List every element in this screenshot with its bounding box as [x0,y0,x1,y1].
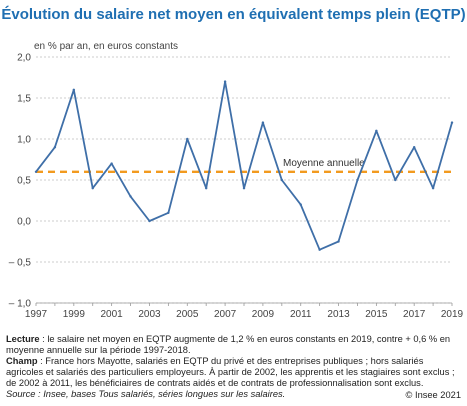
grid-lines [35,56,453,306]
x-tick-label: 2007 [214,309,237,320]
average-line-label: Moyenne annuelle [283,158,365,169]
x-tick-label: 2019 [441,309,464,320]
data-point [204,187,208,190]
copyright: © Insee 2021 [405,390,461,400]
y-tick-labels: 2,0 1,5 1,0 0,5 0,0 – 0,5 – 1,0 [9,53,32,310]
x-tick-label: 1997 [25,309,48,320]
data-point [375,129,378,132]
data-point [394,178,397,182]
data-point [318,248,321,251]
data-point [53,146,57,149]
data-point [72,88,76,92]
x-tick-label: 2003 [138,309,161,320]
series-group [34,80,454,251]
x-tick-label: 2013 [327,309,350,320]
x-tick-label: 2005 [176,309,199,320]
data-point [167,211,170,214]
y-tick-label: 0,5 [17,176,31,187]
data-point [356,178,359,182]
data-point [186,137,189,141]
data-point [34,170,38,173]
data-point [450,121,454,124]
data-point [431,187,435,190]
chart-notes: Lecture : le salaire net moyen en EQTP a… [6,334,462,400]
data-point [261,121,265,124]
champ-label: Champ [6,356,38,366]
data-point [91,187,94,190]
data-point [242,187,246,190]
y-tick-label: – 1,0 [9,299,32,310]
x-tick-label: 1999 [63,309,86,320]
x-tick-labels: 1997 1999 2001 2003 2005 2007 2009 2011 2013 2015… [25,309,464,320]
average-line-group: Moyenne annuelle [36,158,452,174]
champ-note: Champ : France hors Mayotte, salariés en… [6,356,462,389]
x-tick-label: 2001 [101,309,124,320]
data-point [110,162,113,165]
lecture-text: : le salaire net moyen en EQTP augmente … [6,334,451,355]
y-unit-label: en % par an, en euros constants [34,41,178,52]
chart-title: Évolution du salaire net moyen en équiva… [1,6,466,23]
x-tick-label: 2009 [252,309,275,320]
champ-text: : France hors Mayotte, salariés en EQTP … [6,356,455,388]
y-tick-label: 1,0 [17,135,31,146]
y-tick-label: 0,0 [17,217,31,228]
x-tick-label: 2017 [403,309,426,320]
data-point [223,80,227,83]
data-point [337,240,340,243]
x-tick-label: 2011 [290,309,312,320]
data-point [148,219,151,223]
data-point [280,178,284,182]
y-tick-label: – 0,5 [9,258,32,269]
y-tick-label: 2,0 [17,53,31,64]
y-tick-label: 1,5 [17,94,31,105]
data-point [129,195,132,198]
line-chart: 2,0 1,5 1,0 0,5 0,0 – 0,5 – 1,0 1997 1999 2001 20… [9,53,464,321]
data-point [412,146,416,149]
data-point [299,203,302,206]
lecture-note: Lecture : le salaire net moyen en EQTP a… [6,334,462,356]
source-note: Source : Insee, bases Tous salariés, sér… [6,389,286,399]
salary-series-line [35,80,453,251]
x-tick-label: 2015 [365,309,388,320]
lecture-label: Lecture [6,334,40,344]
